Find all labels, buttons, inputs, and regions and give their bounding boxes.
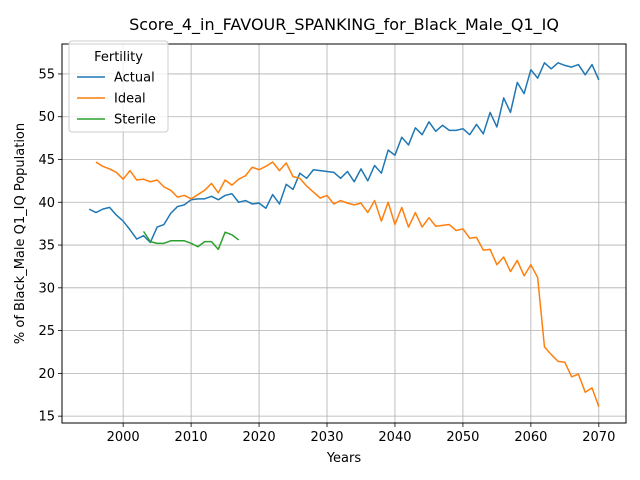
y-tick-label: 45 (38, 153, 55, 168)
series-line-ideal (95, 161, 600, 407)
series-lines (88, 62, 600, 407)
y-tick-label: 40 (38, 196, 55, 211)
x-tick-label: 2010 (175, 430, 208, 445)
legend-title: Fertility (94, 50, 143, 65)
x-tick-label: 2020 (243, 430, 276, 445)
legend-label-actual: Actual (114, 71, 155, 86)
x-tick-label: 2050 (446, 430, 479, 445)
legend-items: Actual Ideal Sterile (77, 71, 156, 128)
y-axis-ticks: 15 20 25 30 35 40 45 50 55 (38, 67, 62, 425)
x-tick-label: 2000 (107, 430, 140, 445)
y-tick-label: 50 (38, 110, 55, 125)
x-tick-label: 2040 (378, 430, 411, 445)
y-axis-title: % of Black_Male Q1_IQ Population (13, 123, 28, 344)
y-tick-label: 25 (38, 324, 55, 339)
x-tick-label: 2070 (582, 430, 615, 445)
x-tick-label: 2030 (310, 430, 343, 445)
series-line-sterile (142, 230, 240, 251)
legend: Fertility Actual Ideal Sterile (68, 40, 169, 133)
y-tick-label: 15 (38, 410, 55, 425)
y-tick-label: 55 (38, 67, 55, 82)
legend-label-sterile: Sterile (114, 113, 156, 128)
plot-frame (61, 43, 627, 424)
x-tick-label: 2060 (514, 430, 547, 445)
x-axis-ticks: 2000 2010 2020 2030 2040 2050 2060 2070 (107, 423, 615, 445)
y-tick-label: 30 (38, 281, 55, 296)
x-axis-title: Years (326, 451, 362, 466)
y-tick-label: 20 (38, 367, 55, 382)
chart-title: Score_4_in_FAVOUR_SPANKING_for_Black_Mal… (129, 15, 559, 35)
series-line-actual (88, 62, 600, 244)
legend-box (68, 40, 169, 133)
legend-label-ideal: Ideal (114, 92, 146, 107)
y-tick-label: 35 (38, 239, 55, 254)
